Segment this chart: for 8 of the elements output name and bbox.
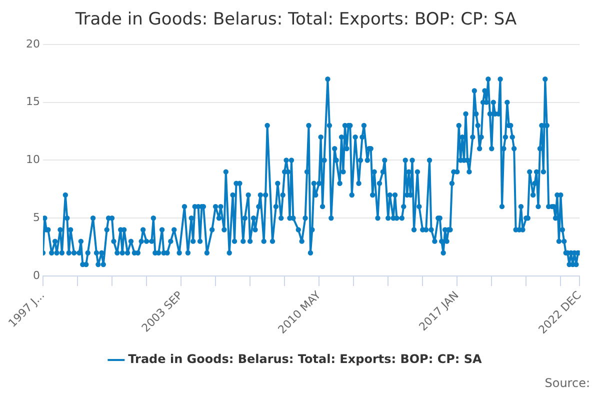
y-tick-label: 10: [26, 153, 40, 166]
y-tick-label: 5: [32, 211, 40, 224]
source-note: Source:: [544, 376, 590, 390]
legend-label: Trade in Goods: Belarus: Total: Exports: BOP: CP: SA: [128, 352, 483, 366]
y-tick-label: 0: [32, 268, 40, 282]
y-tick-label: 15: [26, 95, 40, 108]
chart-title: Trade in Goods: Belarus: Total: Exports: BOP: CP: SA: [74, 10, 517, 30]
y-tick-label: 20: [26, 37, 40, 50]
